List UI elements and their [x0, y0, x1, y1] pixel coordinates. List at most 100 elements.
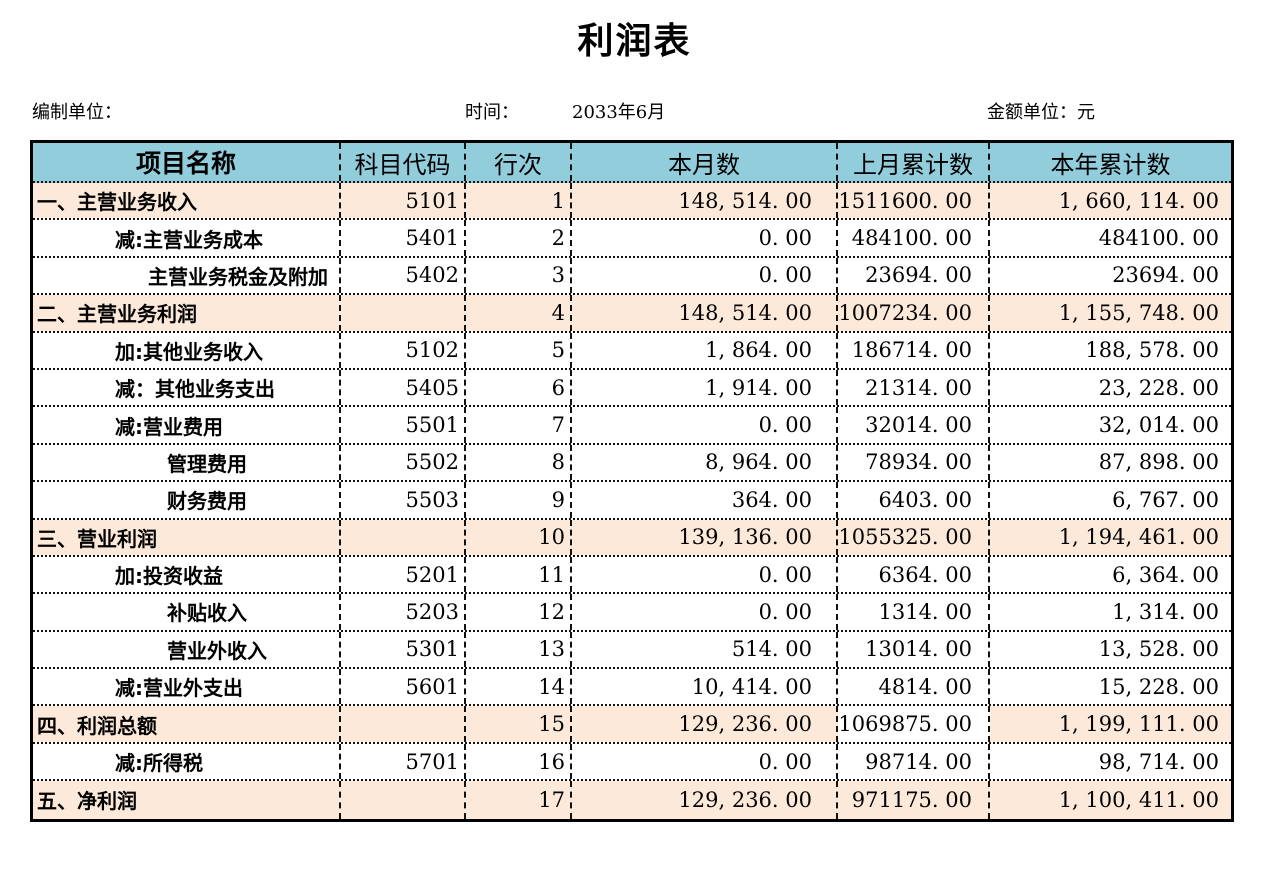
cell-year-cumulative: 1, 660, 114. 00 — [990, 183, 1231, 219]
cell-subject-code: 5503 — [341, 482, 466, 518]
cell-year-cumulative: 1, 314. 00 — [1112, 599, 1219, 624]
cell-current-month: 0. 00 — [572, 743, 838, 780]
cell-current-month: 0. 00 — [572, 556, 838, 593]
cell-line-no: 14 — [466, 669, 572, 705]
cell-year-cumulative: 23, 228. 00 — [1098, 375, 1219, 400]
cell-item-name: 减：其他业务支出 — [33, 369, 341, 406]
cell-prev-month-cumulative: 1314. 00 — [838, 594, 990, 630]
cell-subject-code: 5501 — [341, 407, 466, 443]
cell-subject-code — [341, 706, 466, 742]
cell-subject-code: 5301 — [341, 631, 466, 668]
table-row: 财务费用 5503 9 364. 00 6403. 00 6, 767. 00 — [33, 482, 1231, 520]
table-row: 减：其他业务支出 5405 6 1, 914. 00 21314. 00 23,… — [33, 369, 1231, 408]
cell-subject-code: 5101 — [341, 183, 466, 219]
cell-item-name: 减:主营业务成本 — [33, 220, 341, 256]
cell-current-month: 148, 514. 00 — [572, 183, 838, 219]
table-row: 五、净利润 17 129, 236. 00 971175. 00 1, 100,… — [33, 781, 1231, 819]
cell-item-name: 减:营业费用 — [33, 407, 341, 443]
cell-subject-code: 5402 — [341, 257, 466, 294]
table-row: 减:营业外支出 5601 14 10, 414. 00 4814. 00 15,… — [33, 669, 1231, 707]
cell-item-name: 三、营业利润 — [33, 519, 341, 555]
cell-prev-month-cumulative: 1007234. 00 — [838, 295, 990, 331]
cell-subject-code — [341, 519, 466, 555]
cell-subject-code: 5203 — [341, 594, 466, 630]
table-row: 主营业务税金及附加 5402 3 0. 00 23694. 00 23694. … — [33, 257, 1231, 296]
cell-current-month: 129, 236. 00 — [572, 706, 838, 742]
cell-subject-code: 5401 — [341, 220, 466, 256]
cell-prev-month-cumulative: 4814. 00 — [838, 669, 990, 705]
cell-current-month: 10, 414. 00 — [572, 669, 838, 705]
table-row: 二、主营业务利润 4 148, 514. 00 1007234. 00 1, 1… — [33, 295, 1231, 333]
cell-item-name: 减:所得税 — [33, 743, 341, 780]
table-row: 四、利润总额 15 129, 236. 00 1069875. 00 1, 19… — [33, 706, 1231, 744]
cell-prev-month-cumulative: 78934. 00 — [838, 444, 990, 481]
cell-year-cumulative: 1, 199, 111. 00 — [990, 706, 1231, 742]
cell-subject-code — [341, 295, 466, 331]
table-row: 加:其他业务收入 5102 5 1, 864. 00 186714. 00 18… — [33, 332, 1231, 370]
cell-current-month: 0. 00 — [572, 407, 838, 443]
cell-line-no: 12 — [466, 594, 572, 630]
cell-current-month: 148, 514. 00 — [572, 295, 838, 331]
cell-item-name: 四、利润总额 — [33, 706, 341, 742]
cell-year-cumulative: 98, 714. 00 — [1098, 749, 1219, 774]
col-header-subject-code: 科目代码 — [341, 143, 466, 181]
cell-line-no: 10 — [466, 519, 572, 555]
cell-line-no: 6 — [466, 369, 572, 406]
cell-current-month: 364. 00 — [572, 482, 838, 518]
cell-subject-code: 5102 — [341, 332, 466, 368]
cell-line-no: 5 — [466, 332, 572, 368]
cell-item-name: 加:其他业务收入 — [33, 332, 341, 368]
table-row: 三、营业利润 10 139, 136. 00 1055325. 00 1, 19… — [33, 519, 1231, 557]
cell-item-name: 主营业务税金及附加 — [33, 257, 341, 294]
cell-subject-code: 5701 — [341, 743, 466, 780]
cell-item-name: 财务费用 — [33, 482, 341, 518]
col-header-item-name: 项目名称 — [33, 143, 341, 181]
cell-year-cumulative: 6, 364. 00 — [1112, 562, 1219, 587]
cell-item-name: 二、主营业务利润 — [33, 295, 341, 331]
cell-line-no: 7 — [466, 407, 572, 443]
table-row: 管理费用 5502 8 8, 964. 00 78934. 00 87, 898… — [33, 444, 1231, 483]
cell-current-month: 0. 00 — [572, 257, 838, 294]
cell-year-cumulative: 23694. 00 — [1112, 263, 1219, 288]
cell-item-name: 加:投资收益 — [33, 556, 341, 593]
table-header-row: 项目名称 科目代码 行次 本月数 上月累计数 本年累计数 — [33, 143, 1231, 183]
cell-subject-code: 5601 — [341, 669, 466, 705]
cell-current-month: 1, 914. 00 — [572, 369, 838, 406]
cell-line-no: 1 — [466, 183, 572, 219]
cell-year-cumulative: 1, 155, 748. 00 — [990, 295, 1231, 331]
cell-prev-month-cumulative: 1511600. 00 — [838, 183, 990, 219]
cell-year-cumulative: 1, 100, 411. 00 — [990, 781, 1231, 819]
cell-line-no: 9 — [466, 482, 572, 518]
table-row: 营业外收入 5301 13 514. 00 13014. 00 13, 528.… — [33, 631, 1231, 670]
cell-subject-code — [341, 781, 466, 819]
cell-prev-month-cumulative: 23694. 00 — [838, 257, 990, 294]
cell-prev-month-cumulative: 21314. 00 — [838, 369, 990, 406]
amount-unit-label: 金额单位：元 — [987, 102, 1095, 123]
meta-row: 编制单位： 时间： 2033年6月 金额单位：元 — [0, 98, 1269, 124]
page-title: 利润表 — [577, 21, 692, 62]
table-row: 补贴收入 5203 12 0. 00 1314. 00 1, 314. 00 — [33, 594, 1231, 632]
col-header-current-month: 本月数 — [572, 143, 838, 181]
cell-year-cumulative: 1, 194, 461. 00 — [990, 519, 1231, 555]
table-row: 减:所得税 5701 16 0. 00 98714. 00 98, 714. 0… — [33, 743, 1231, 782]
time-label: 时间： — [465, 102, 519, 123]
cell-prev-month-cumulative: 13014. 00 — [838, 631, 990, 668]
cell-prev-month-cumulative: 98714. 00 — [838, 743, 990, 780]
cell-prev-month-cumulative: 971175. 00 — [838, 781, 990, 819]
cell-line-no: 11 — [466, 556, 572, 593]
cell-prev-month-cumulative: 1069875. 00 — [838, 706, 990, 742]
cell-current-month: 8, 964. 00 — [572, 444, 838, 481]
table-row: 加:投资收益 5201 11 0. 00 6364. 00 6, 364. 00 — [33, 556, 1231, 595]
cell-current-month: 0. 00 — [572, 594, 838, 630]
cell-year-cumulative: 188, 578. 00 — [1085, 338, 1219, 363]
cell-line-no: 2 — [466, 220, 572, 256]
cell-current-month: 139, 136. 00 — [572, 519, 838, 555]
table-row: 一、主营业务收入 5101 1 148, 514. 00 1511600. 00… — [33, 183, 1231, 221]
cell-subject-code: 5405 — [341, 369, 466, 406]
cell-prev-month-cumulative: 32014. 00 — [838, 407, 990, 443]
profit-table: 项目名称 科目代码 行次 本月数 上月累计数 本年累计数 一、主营业务收入 51… — [30, 140, 1234, 822]
cell-line-no: 4 — [466, 295, 572, 331]
cell-year-cumulative: 484100. 00 — [1098, 226, 1219, 251]
cell-prev-month-cumulative: 6403. 00 — [838, 482, 990, 518]
col-header-year-cumulative: 本年累计数 — [1050, 150, 1171, 179]
